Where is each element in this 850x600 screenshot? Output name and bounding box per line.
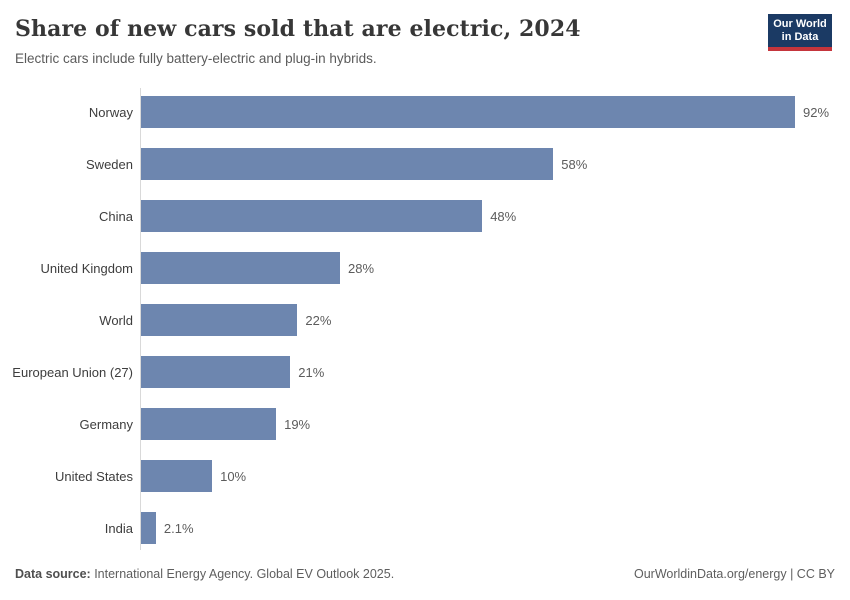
bar-track: 48%	[141, 190, 850, 242]
bar-track: 58%	[141, 138, 850, 190]
value-label: 2.1%	[163, 520, 194, 536]
chart-title: Share of new cars sold that are electric…	[15, 16, 581, 42]
owid-logo-line2: in Data	[781, 30, 819, 43]
value-label: 19%	[284, 416, 311, 432]
value-label: 48%	[490, 208, 517, 224]
bar-track: 2.1%	[141, 502, 850, 554]
bar[interactable]	[141, 252, 340, 284]
bar-track: 21%	[141, 346, 850, 398]
value-label: 21%	[298, 364, 325, 380]
footer-link[interactable]: OurWorldinData.org/energy | CC BY	[633, 567, 835, 581]
bar-track: 92%	[141, 86, 850, 138]
bar[interactable]	[141, 460, 213, 492]
bar[interactable]	[141, 96, 795, 128]
bar-track: 22%	[141, 294, 850, 346]
bar-track: 19%	[141, 398, 850, 450]
category-label: China	[99, 208, 133, 224]
chart-subtitle: Electric cars include fully battery-elec…	[15, 51, 377, 66]
value-label: 92%	[803, 104, 830, 120]
bar[interactable]	[141, 200, 483, 232]
value-label: 22%	[305, 312, 332, 328]
bar-track: 28%	[141, 242, 850, 294]
category-label: European Union (27)	[12, 364, 133, 380]
bar-row: European Union (27) 21%	[0, 346, 850, 398]
footer-source-text: International Energy Agency. Global EV O…	[90, 567, 395, 581]
category-label: World	[99, 312, 133, 328]
y-axis-line	[140, 88, 141, 550]
category-label: Norway	[88, 104, 133, 120]
bar-row: China 48%	[0, 190, 850, 242]
category-label: United Kingdom	[40, 260, 134, 276]
bar[interactable]	[141, 512, 156, 544]
owid-logo-line1: Our World	[773, 17, 827, 30]
bar-row: United Kingdom 28%	[0, 242, 850, 294]
footer-source: Data source: International Energy Agency…	[15, 567, 394, 581]
category-label: Germany	[79, 416, 133, 432]
value-label: 58%	[561, 156, 588, 172]
value-label: 10%	[220, 468, 247, 484]
bar-row: Norway 92%	[0, 86, 850, 138]
footer-source-label: Data source:	[15, 567, 91, 581]
bar-row: United States 10%	[0, 450, 850, 502]
bar-row: World 22%	[0, 294, 850, 346]
bar-chart: Norway 92% Sweden 58% China 48% United Kingdom…	[0, 86, 850, 554]
bar-row: Sweden 58%	[0, 138, 850, 190]
category-label: Sweden	[86, 156, 133, 172]
bar[interactable]	[141, 408, 277, 440]
value-label: 28%	[348, 260, 375, 276]
bar[interactable]	[141, 304, 298, 336]
bar[interactable]	[141, 356, 291, 388]
owid-logo[interactable]: Our World in Data	[768, 14, 832, 51]
bar[interactable]	[141, 148, 554, 180]
bar-row: Germany 19%	[0, 398, 850, 450]
category-label: United States	[54, 468, 133, 484]
bar-track: 10%	[141, 450, 850, 502]
footer: Data source: International Energy Agency…	[15, 567, 835, 581]
category-label: India	[104, 520, 133, 536]
bar-row: India 2.1%	[0, 502, 850, 554]
